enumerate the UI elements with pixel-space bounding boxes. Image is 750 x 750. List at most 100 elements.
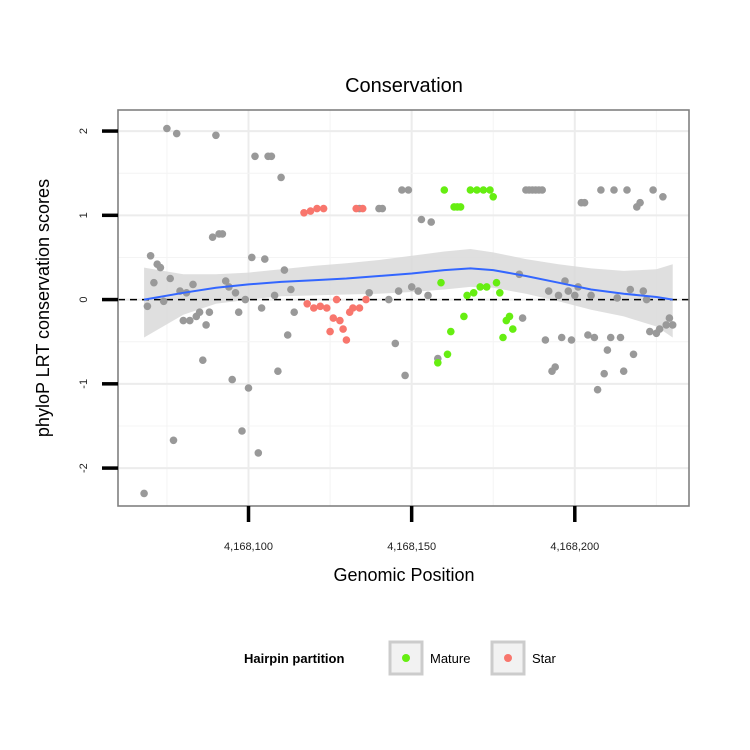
point-mature — [509, 325, 517, 333]
point-mature — [447, 327, 455, 336]
point-other — [636, 198, 644, 207]
axes: 4,168,100 4,168,150 4,168,200 -2 -1 0 1 2 — [78, 128, 599, 553]
point-mature — [469, 289, 478, 297]
point-other — [404, 186, 413, 194]
point-other — [662, 321, 670, 329]
x-axis-title: Genomic Position — [333, 565, 474, 585]
point-other — [603, 346, 612, 354]
point-other — [221, 277, 230, 285]
point-mature — [479, 186, 488, 194]
point-other — [584, 331, 592, 339]
point-other — [619, 367, 628, 376]
point-star — [319, 204, 328, 213]
point-star — [349, 304, 357, 312]
point-other — [189, 280, 197, 289]
scatter-points — [140, 124, 677, 498]
point-other — [195, 308, 204, 317]
point-other — [593, 385, 602, 394]
point-other — [218, 230, 227, 238]
point-other — [571, 291, 579, 300]
point-other — [169, 436, 178, 445]
point-star — [355, 304, 364, 312]
point-other — [659, 193, 667, 201]
point-mature — [489, 193, 498, 201]
y-tick-label: 0 — [78, 297, 90, 303]
point-mature — [466, 186, 475, 194]
point-other — [414, 287, 423, 295]
point-mature — [463, 291, 471, 300]
point-other — [616, 333, 625, 342]
point-other — [385, 295, 393, 304]
point-star — [326, 327, 334, 336]
point-mature — [492, 278, 501, 287]
point-other — [639, 287, 648, 295]
legend-swatch-mature — [402, 654, 410, 662]
point-other — [642, 295, 651, 304]
point-other — [646, 327, 654, 336]
point-other — [156, 263, 165, 272]
y-tick-label: -2 — [78, 463, 90, 473]
point-other — [159, 297, 168, 306]
point-star — [313, 204, 321, 213]
point-other — [267, 152, 276, 161]
point-other — [554, 291, 563, 300]
point-other — [283, 331, 292, 339]
point-other — [629, 350, 638, 359]
point-other — [146, 252, 155, 260]
point-mature — [440, 186, 449, 194]
x-tick-label: 4,168,200 — [550, 541, 599, 553]
point-other — [270, 291, 279, 300]
point-other — [427, 218, 436, 226]
point-other — [172, 129, 181, 138]
point-other — [424, 291, 432, 300]
point-other — [613, 294, 621, 302]
point-mature — [505, 312, 514, 321]
point-other — [179, 316, 188, 325]
smooth-band — [144, 249, 673, 338]
point-other — [208, 233, 217, 241]
point-other — [199, 356, 207, 365]
point-other — [186, 316, 194, 325]
point-other — [248, 253, 256, 262]
point-other — [649, 186, 657, 194]
point-mature — [456, 203, 465, 211]
x-tick-label: 4,168,150 — [387, 541, 436, 553]
point-other — [365, 289, 374, 297]
point-star — [332, 295, 341, 304]
point-other — [212, 131, 220, 140]
legend-label-mature: Mature — [430, 651, 470, 666]
legend-title: Hairpin partition — [244, 651, 344, 666]
point-mature — [437, 278, 445, 287]
point-star — [336, 316, 344, 325]
point-other — [205, 308, 214, 317]
point-other — [140, 489, 148, 498]
point-other — [241, 295, 250, 304]
smooth-line — [143, 267, 673, 301]
point-other — [544, 287, 553, 295]
point-mature — [476, 283, 485, 291]
point-other — [587, 291, 595, 300]
point-other — [274, 367, 282, 376]
point-other — [401, 371, 409, 380]
point-other — [166, 274, 174, 283]
point-other — [244, 384, 253, 392]
point-other — [541, 336, 550, 344]
point-other — [518, 314, 527, 322]
point-other — [394, 287, 403, 295]
point-other — [150, 278, 158, 287]
y-axis-title: phyloP LRT conservation scores — [33, 179, 53, 437]
plot-border — [117, 109, 690, 507]
point-mature — [486, 186, 494, 194]
point-mature — [443, 350, 452, 359]
point-mature — [473, 186, 481, 194]
point-star — [352, 204, 361, 213]
point-other — [238, 427, 246, 435]
point-other — [234, 308, 243, 317]
point-other — [610, 186, 618, 194]
point-other — [655, 325, 664, 333]
point-mature — [499, 333, 507, 342]
point-other — [551, 363, 559, 371]
point-star — [306, 207, 315, 215]
grid — [118, 110, 689, 506]
point-other — [280, 266, 289, 274]
